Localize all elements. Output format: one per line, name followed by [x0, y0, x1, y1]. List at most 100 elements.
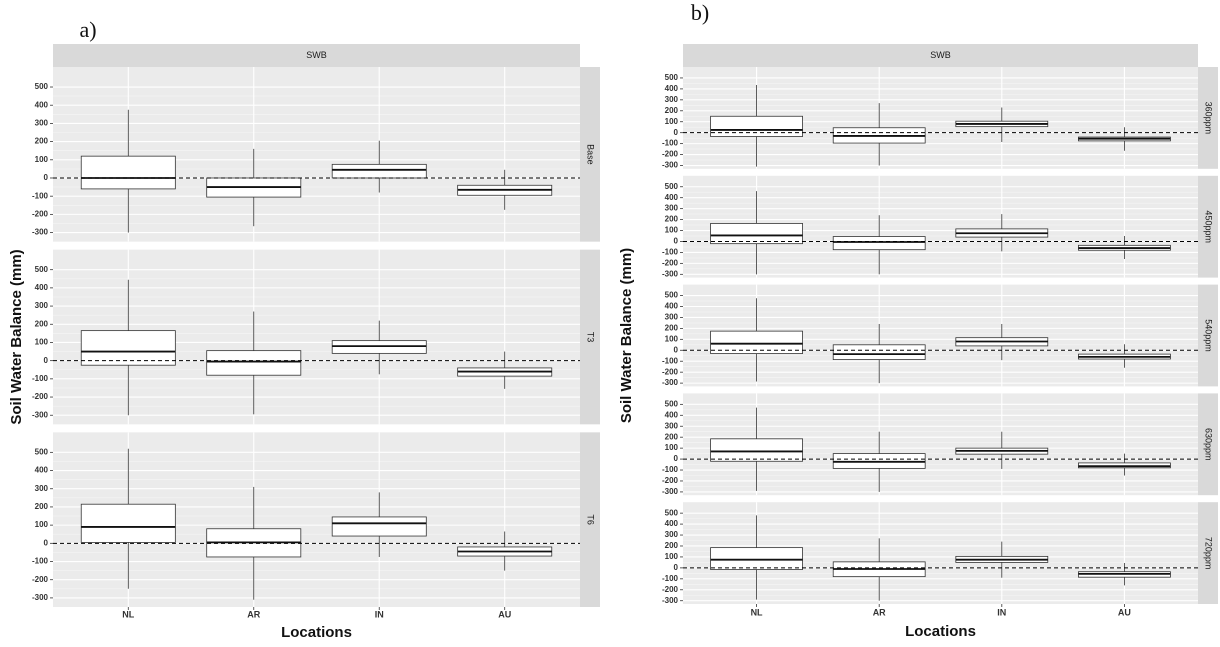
- box: [710, 547, 803, 570]
- y-tick-label: -300: [662, 378, 679, 387]
- y-axis-title: Soil Water Balance (mm): [8, 249, 25, 424]
- box: [80, 503, 176, 543]
- y-tick-label: -100: [662, 574, 679, 583]
- box: [80, 330, 176, 366]
- y-tick-label: 100: [665, 226, 679, 235]
- x-tick-label: NL: [751, 607, 763, 617]
- y-tick-label: -100: [662, 139, 679, 148]
- y-tick-label: 200: [665, 323, 679, 332]
- x-axis-title: Locations: [905, 623, 976, 640]
- y-tick-label: 200: [665, 541, 679, 550]
- y-tick-label: 500: [665, 399, 679, 408]
- y-tick-label: -300: [662, 487, 679, 496]
- y-tick-label: 500: [35, 265, 49, 274]
- panel-label: b): [691, 0, 709, 25]
- y-tick-label: -200: [662, 585, 679, 594]
- x-tick-label: AR: [873, 607, 886, 617]
- y-tick-label: 500: [665, 182, 679, 191]
- strip-background: [1198, 502, 1218, 604]
- y-tick-label: 500: [665, 73, 679, 82]
- y-tick-label: -200: [662, 258, 679, 267]
- y-tick-label: 200: [665, 215, 679, 224]
- y-tick-label: 400: [665, 410, 679, 419]
- box: [331, 340, 427, 354]
- y-tick-label: -300: [32, 410, 49, 419]
- facet-label: 360ppm: [1204, 102, 1214, 135]
- box: [710, 115, 803, 137]
- y-tick-label: -100: [662, 465, 679, 474]
- y-tick-label: -300: [662, 269, 679, 278]
- facet-label: 720ppm: [1204, 537, 1214, 570]
- box: [710, 223, 803, 245]
- x-tick-label: IN: [997, 607, 1006, 617]
- strip-background: [1198, 67, 1218, 169]
- y-tick-label: 100: [665, 334, 679, 343]
- y-tick-label: -300: [32, 228, 49, 237]
- strip-background: [1198, 393, 1218, 496]
- y-tick-label: 300: [665, 95, 679, 104]
- y-tick-label: 500: [665, 291, 679, 300]
- y-tick-label: 400: [35, 466, 49, 475]
- x-tick-label: AR: [247, 609, 260, 619]
- y-tick-label: 100: [665, 117, 679, 126]
- y-tick-label: 400: [35, 100, 49, 109]
- y-tick-label: 200: [665, 106, 679, 115]
- y-tick-label: 300: [665, 204, 679, 213]
- y-tick-label: 300: [35, 119, 49, 128]
- y-tick-label: 100: [35, 520, 49, 529]
- y-tick-label: -100: [32, 557, 49, 566]
- y-tick-label: 400: [665, 84, 679, 93]
- box: [832, 236, 926, 251]
- strip-background: [580, 67, 600, 242]
- y-tick-label: 0: [44, 538, 49, 547]
- y-tick-label: 300: [35, 484, 49, 493]
- y-tick-label: 500: [35, 82, 49, 91]
- y-tick-label: 200: [35, 137, 49, 146]
- y-tick-label: -200: [32, 392, 49, 401]
- y-tick-label: 0: [44, 173, 49, 182]
- x-tick-label: AU: [498, 609, 511, 619]
- y-tick-label: -100: [32, 191, 49, 200]
- y-tick-label: -200: [662, 476, 679, 485]
- x-tick-label: NL: [122, 609, 134, 619]
- y-tick-label: -300: [662, 161, 679, 170]
- y-tick-label: -200: [662, 150, 679, 159]
- facet-label: 630ppm: [1204, 428, 1214, 461]
- x-axis-title: Locations: [281, 624, 352, 641]
- facet-label: 450ppm: [1204, 210, 1214, 243]
- panel-label: a): [79, 17, 96, 42]
- box: [331, 163, 427, 179]
- y-tick-label: -100: [32, 374, 49, 383]
- box: [710, 438, 803, 462]
- y-tick-label: 200: [35, 502, 49, 511]
- y-tick-label: -300: [32, 593, 49, 602]
- y-tick-label: 0: [674, 345, 679, 354]
- strip-background: [580, 249, 600, 425]
- y-tick-label: -300: [662, 596, 679, 605]
- y-tick-label: 0: [674, 563, 679, 572]
- y-tick-label: 400: [665, 519, 679, 528]
- panel-background: [53, 67, 580, 242]
- y-tick-label: 100: [35, 338, 49, 347]
- y-tick-label: 500: [665, 508, 679, 517]
- strip-background: [580, 432, 600, 607]
- strip-background: [1198, 284, 1218, 387]
- y-tick-label: 300: [665, 421, 679, 430]
- strip-background: [1198, 175, 1218, 278]
- y-tick-label: -100: [662, 356, 679, 365]
- y-tick-label: 400: [665, 302, 679, 311]
- strip-background: [683, 44, 1198, 67]
- y-tick-label: 100: [665, 552, 679, 561]
- y-tick-label: 200: [665, 432, 679, 441]
- y-tick-label: 0: [674, 128, 679, 137]
- y-tick-label: 200: [35, 319, 49, 328]
- box: [206, 350, 302, 376]
- y-tick-label: 0: [674, 237, 679, 246]
- y-tick-label: -100: [662, 248, 679, 257]
- strip-title: SWB: [930, 50, 951, 60]
- facet-label: T6: [586, 514, 596, 525]
- y-tick-label: -200: [662, 367, 679, 376]
- y-tick-label: 0: [674, 454, 679, 463]
- y-axis-title: Soil Water Balance (mm): [618, 248, 635, 423]
- box: [832, 344, 926, 360]
